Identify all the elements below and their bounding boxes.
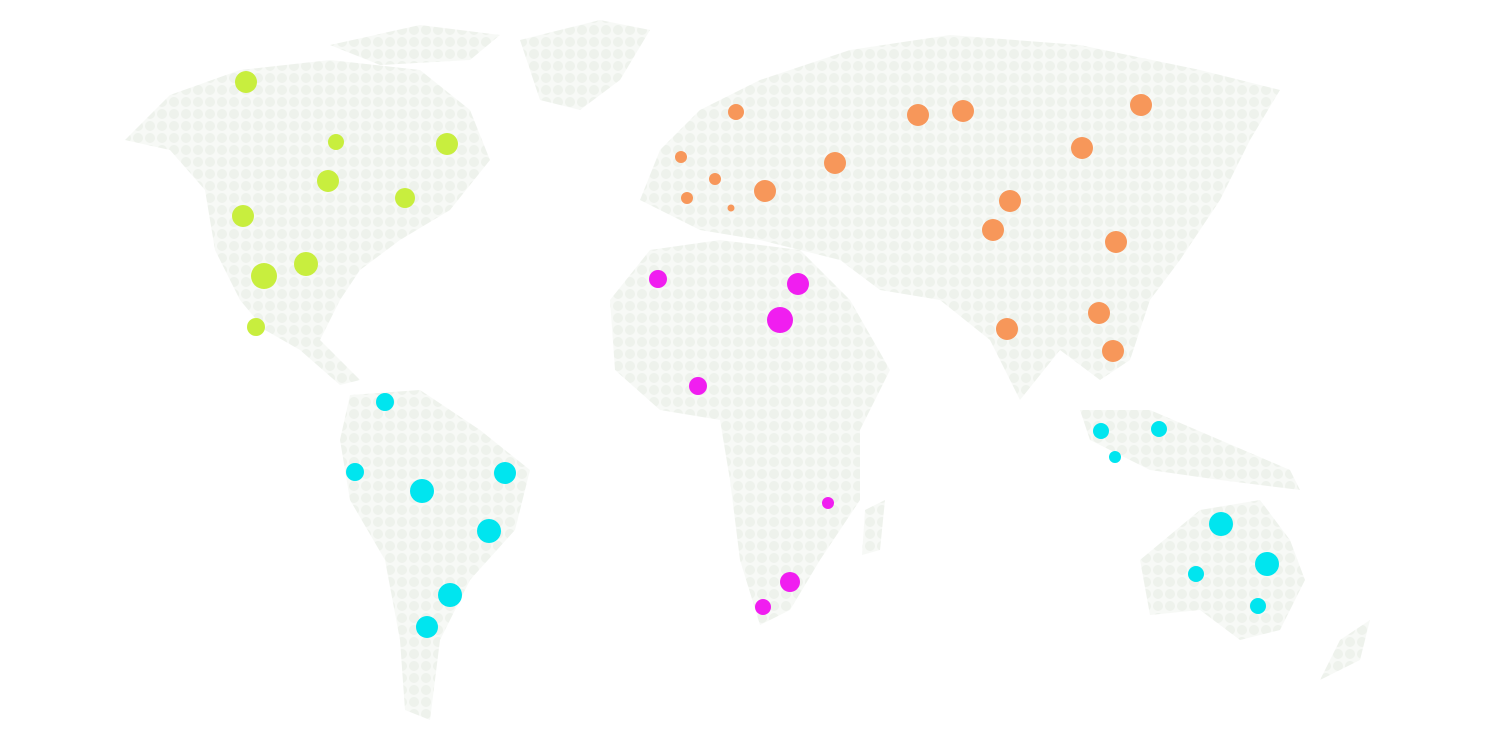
marker	[754, 180, 776, 202]
marker	[395, 188, 415, 208]
marker	[727, 204, 735, 212]
marker	[235, 71, 257, 93]
marker	[438, 583, 462, 607]
marker	[952, 100, 974, 122]
marker	[232, 205, 254, 227]
marker	[1250, 598, 1266, 614]
marker	[1188, 566, 1204, 582]
marker	[247, 318, 265, 336]
land	[125, 20, 1370, 720]
south-markers	[346, 393, 1279, 638]
marker	[689, 377, 707, 395]
marker	[907, 104, 929, 126]
marker	[1255, 552, 1279, 576]
marker	[824, 152, 846, 174]
marker	[1209, 512, 1233, 536]
marker	[416, 616, 438, 638]
marker	[1093, 423, 1109, 439]
marker	[996, 318, 1018, 340]
marker	[822, 497, 834, 509]
marker	[1105, 231, 1127, 253]
marker	[767, 307, 793, 333]
marker	[494, 462, 516, 484]
marker	[251, 263, 277, 289]
marker	[787, 273, 809, 295]
marker	[294, 252, 318, 276]
africa-markers	[649, 270, 834, 615]
marker	[376, 393, 394, 411]
marker	[436, 133, 458, 155]
marker	[1109, 451, 1121, 463]
marker	[1130, 94, 1152, 116]
marker	[728, 104, 744, 120]
marker	[328, 134, 344, 150]
marker	[1071, 137, 1093, 159]
americas-north-markers	[232, 71, 458, 336]
marker	[1102, 340, 1124, 362]
marker	[982, 219, 1004, 241]
marker	[709, 173, 721, 185]
marker	[477, 519, 501, 543]
marker	[1088, 302, 1110, 324]
marker	[780, 572, 800, 592]
eurasia-markers	[675, 94, 1152, 362]
marker	[675, 151, 687, 163]
marker	[346, 463, 364, 481]
marker	[681, 192, 693, 204]
marker	[1151, 421, 1167, 437]
marker	[410, 479, 434, 503]
marker	[999, 190, 1021, 212]
marker	[317, 170, 339, 192]
marker	[649, 270, 667, 288]
marker	[755, 599, 771, 615]
